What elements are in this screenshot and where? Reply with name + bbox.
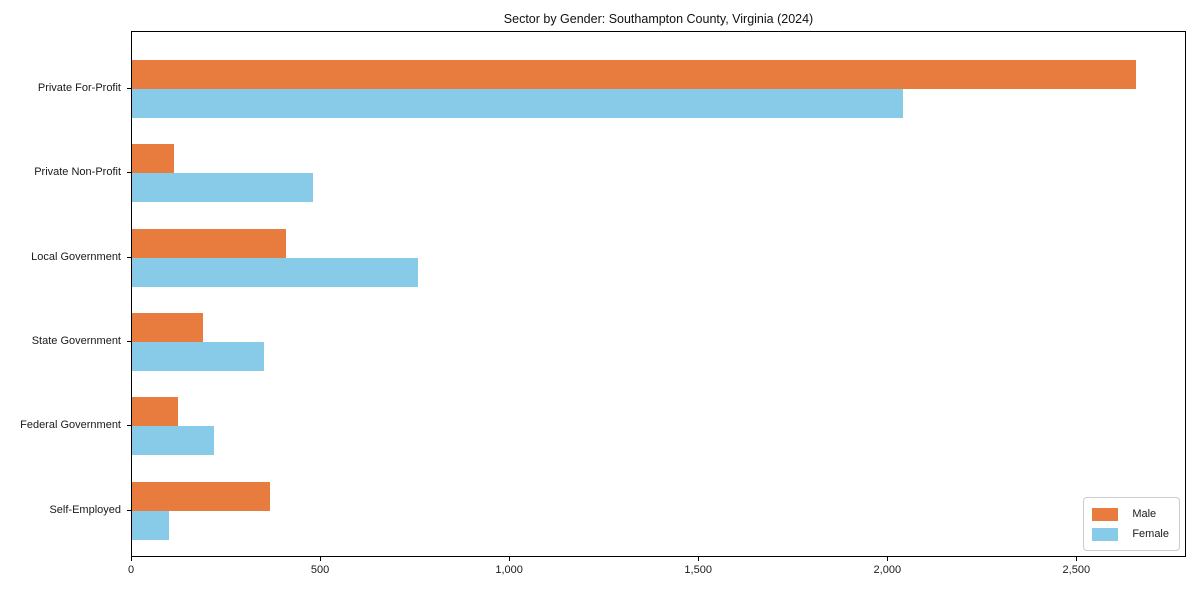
bar-male-3 <box>132 228 287 258</box>
bar-female-2 <box>132 173 313 203</box>
x-tick <box>320 557 322 561</box>
bar-male-1 <box>132 60 1137 89</box>
y-axis-label: State Government <box>31 334 121 347</box>
y-tick <box>127 509 131 511</box>
legend-label: Female <box>1132 528 1169 540</box>
bar-female-5 <box>132 426 214 456</box>
x-tick-label: 500 <box>310 564 330 576</box>
bar-female-1 <box>132 89 904 118</box>
legend-item-female: Female <box>1092 524 1169 544</box>
chart-title: Sector by Gender: Southampton County, Vi… <box>503 12 814 26</box>
legend-item-male: Male <box>1092 504 1169 524</box>
y-tick <box>127 172 131 174</box>
legend: Male Female <box>1083 497 1180 551</box>
x-tick-label: 0 <box>127 564 135 576</box>
legend-swatch-female <box>1092 527 1119 541</box>
bar-male-6 <box>132 481 270 511</box>
x-tick <box>1076 557 1078 561</box>
x-tick <box>887 557 889 561</box>
y-tick <box>127 425 131 427</box>
y-axis-label: Private Non-Profit <box>34 166 121 179</box>
bar-male-2 <box>132 144 175 174</box>
y-axis-label: Self-Employed <box>49 503 121 516</box>
plot-area: Male Female <box>131 31 1186 557</box>
x-tick-label: 2,000 <box>873 564 902 576</box>
y-tick <box>127 88 131 89</box>
y-axis-label: Local Government <box>31 250 121 263</box>
x-tick-label: 2,500 <box>1062 564 1091 576</box>
bar-male-4 <box>132 312 203 342</box>
legend-swatch-male <box>1092 507 1119 521</box>
bar-female-4 <box>132 341 264 371</box>
y-axis-label: Federal Government <box>20 419 121 432</box>
y-tick <box>127 340 131 342</box>
y-tick <box>127 256 131 258</box>
bar-female-6 <box>132 510 170 540</box>
legend-label: Male <box>1132 508 1157 520</box>
y-axis-label: Private For-Profit <box>37 82 121 94</box>
x-tick <box>131 557 132 561</box>
bar-female-3 <box>132 257 418 287</box>
x-tick-label: 1,000 <box>495 564 523 576</box>
x-tick-label: 1,500 <box>684 564 712 576</box>
bar-male-5 <box>132 397 178 427</box>
x-tick <box>509 557 511 561</box>
x-tick <box>698 557 700 561</box>
